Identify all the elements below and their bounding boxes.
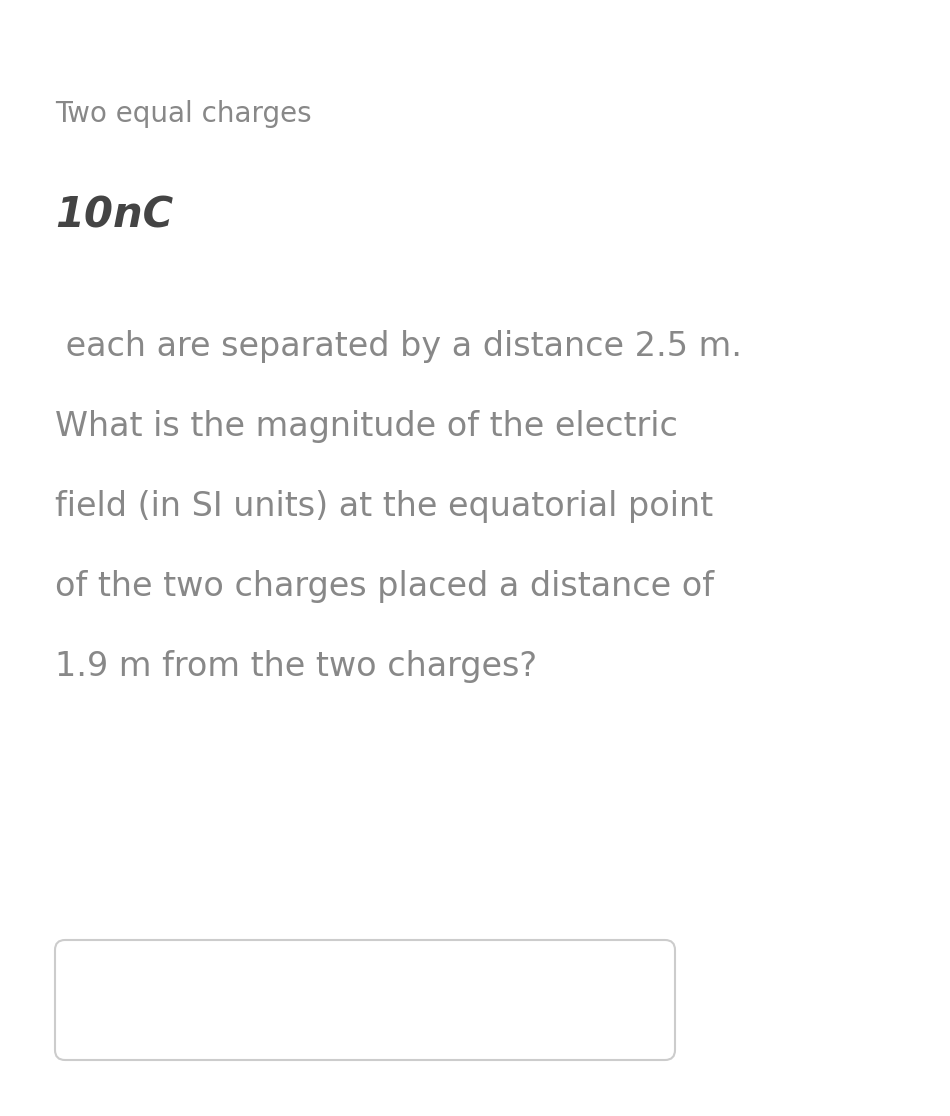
FancyBboxPatch shape [55,940,675,1060]
Text: each are separated by a distance 2.5 m.: each are separated by a distance 2.5 m. [55,330,742,363]
Text: 1.9 m from the two charges?: 1.9 m from the two charges? [55,650,537,683]
Text: What is the magnitude of the electric: What is the magnitude of the electric [55,410,678,443]
Text: Two equal charges: Two equal charges [55,100,312,128]
Text: of the two charges placed a distance of: of the two charges placed a distance of [55,570,714,603]
Text: 10nC: 10nC [55,195,173,237]
Text: field (in SI units) at the equatorial point: field (in SI units) at the equatorial po… [55,490,713,523]
